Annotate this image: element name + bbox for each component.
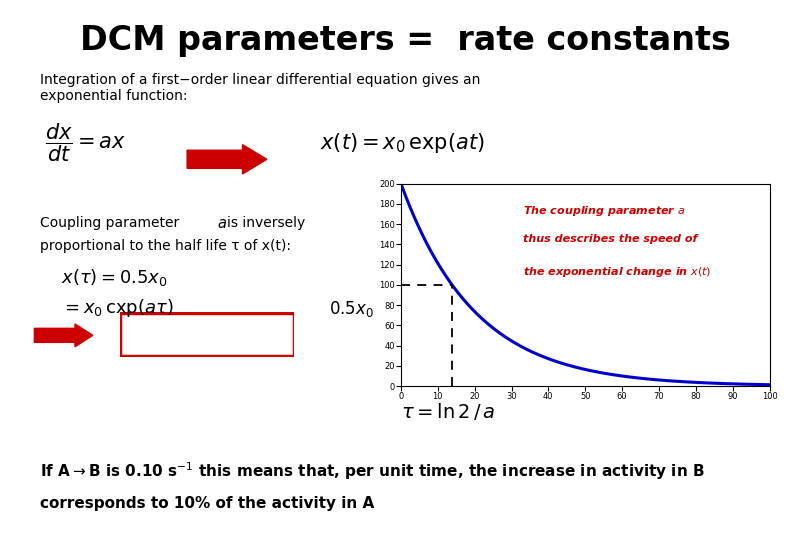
Text: $\dfrac{dx}{dt} = ax$: $\dfrac{dx}{dt} = ax$: [45, 122, 126, 164]
Text: $x(t) = x_0\,\exp(at)$: $x(t) = x_0\,\exp(at)$: [320, 131, 484, 155]
FancyArrow shape: [34, 324, 93, 347]
FancyBboxPatch shape: [120, 313, 294, 356]
Text: $= x_0\,\mathrm{cxp}(a\tau)$: $= x_0\,\mathrm{cxp}(a\tau)$: [61, 297, 173, 319]
Text: is inversely: is inversely: [227, 216, 305, 230]
Text: $a$: $a$: [217, 216, 227, 231]
Text: Coupling parameter: Coupling parameter: [40, 216, 180, 230]
Text: $\tau = \ln 2\,/\,a$: $\tau = \ln 2\,/\,a$: [401, 401, 496, 422]
Text: corresponds to 10% of the activity in A: corresponds to 10% of the activity in A: [40, 496, 375, 511]
Text: thus describes the speed of: thus describes the speed of: [522, 234, 697, 244]
Text: If A$\rightarrow$B is 0.10 s$^{-1}$ this means that, per unit time, the increase: If A$\rightarrow$B is 0.10 s$^{-1}$ this…: [40, 460, 706, 482]
Text: $a = \ln 2\,/\,\tau$: $a = \ln 2\,/\,\tau$: [159, 323, 255, 344]
Text: proportional to the half life τ of x(t):: proportional to the half life τ of x(t):: [40, 239, 292, 253]
Text: $x(\tau) = 0.5x_0$: $x(\tau) = 0.5x_0$: [61, 267, 168, 288]
Text: The coupling parameter $a$: The coupling parameter $a$: [522, 204, 685, 218]
FancyArrow shape: [187, 145, 266, 174]
Text: DCM parameters =  rate constants: DCM parameters = rate constants: [79, 24, 731, 57]
Text: Integration of a first−order linear differential equation gives an
exponential f: Integration of a first−order linear diff…: [40, 73, 481, 103]
Text: the exponential change in $x(t)$: the exponential change in $x(t)$: [522, 265, 711, 279]
Text: $0.5x_0$: $0.5x_0$: [330, 299, 374, 319]
